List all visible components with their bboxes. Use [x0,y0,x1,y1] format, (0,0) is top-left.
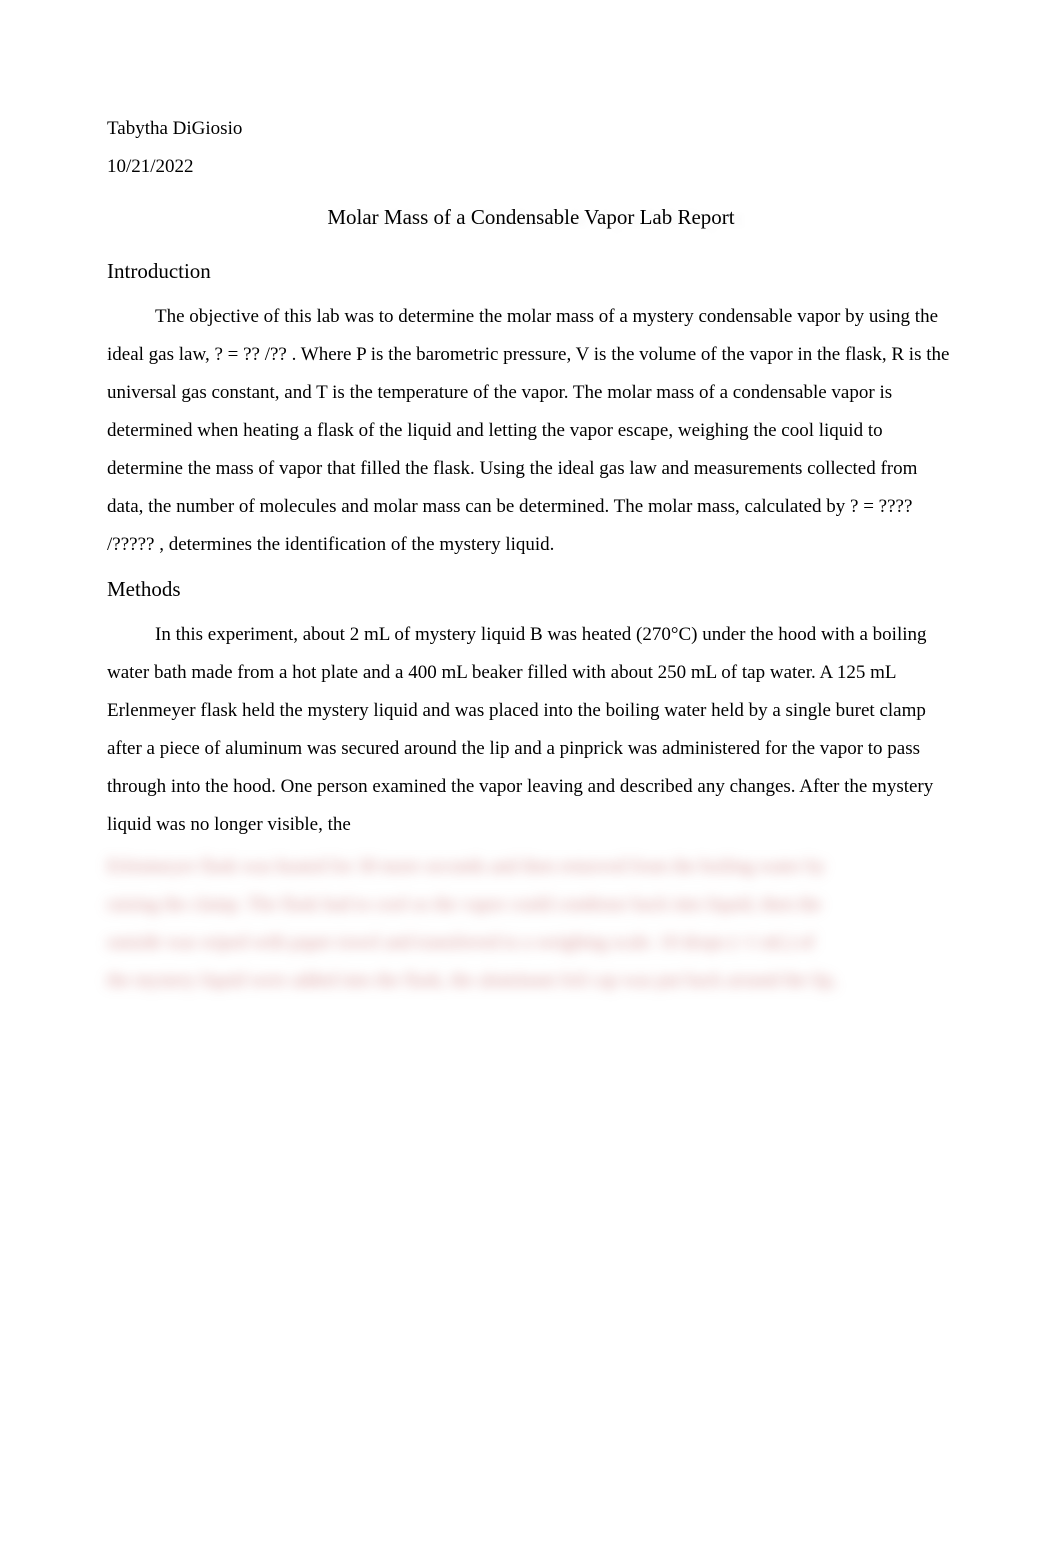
blurred-line: outside was wiped with paper towel and t… [107,924,955,962]
introduction-paragraph: The objective of this lab was to determi… [107,298,955,564]
blurred-line: the mystery liquid were added into the f… [107,962,955,1000]
blurred-line: raising the clamp. The flask had to cool… [107,886,955,924]
blurred-line: Erlenmeyer flask was heated for 30 more … [107,848,955,886]
document-title: Molar Mass of a Condensable Vapor Lab Re… [107,196,955,238]
title-text: Molar Mass of a Condensable Vapor Lab Re… [327,205,734,229]
methods-paragraph: In this experiment, about 2 mL of myster… [107,616,955,844]
author-name: Tabytha DiGiosio [107,110,955,148]
document-date: 10/21/2022 [107,148,955,186]
methods-heading: Methods [107,568,955,610]
blurred-preview-text: Erlenmeyer flask was heated for 30 more … [107,848,955,1000]
introduction-heading: Introduction [107,250,955,292]
